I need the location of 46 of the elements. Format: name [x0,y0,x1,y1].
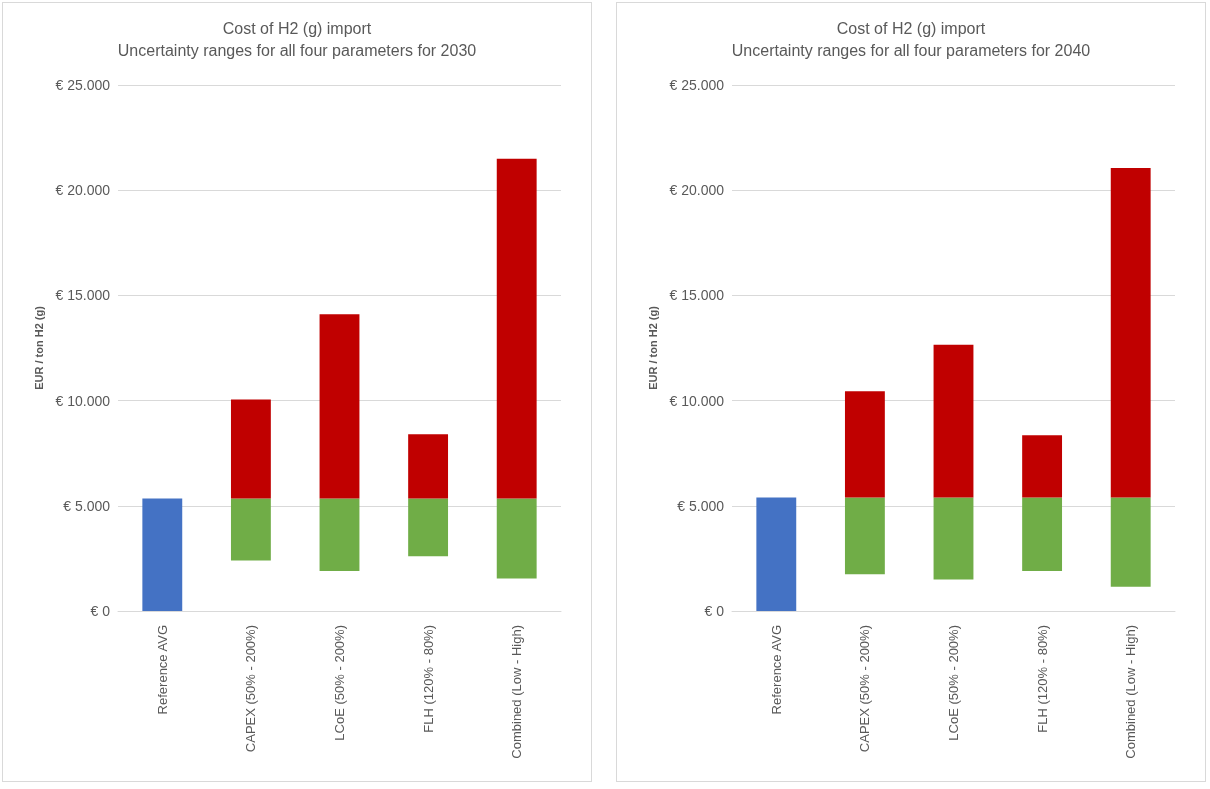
bar [844,497,885,575]
bar [496,498,537,579]
bar [408,434,449,499]
y-tick-label: € 20.000 [669,182,725,199]
chart-subtitle: Uncertainty ranges for all four parameters for 2040 [731,41,1091,59]
x-tick-label: LCoE (50% - 200%) [946,625,961,741]
y-tick-label: € 15.000 [55,287,111,304]
x-tick-label: FLH (120% - 80%) [420,625,436,733]
bar [1110,497,1151,587]
y-tick-label: € 25.000 [669,77,725,93]
chart-title: Cost of H2 (g) import [836,19,986,37]
bar [756,497,797,611]
bar [844,391,885,498]
bar [408,498,449,557]
x-tick-label: Combined (Low - High) [1123,625,1139,759]
x-tick-label: Reference AVG [768,625,784,715]
y-tick-label: € 0 [704,603,725,619]
y-tick-label: € 10.000 [669,392,725,409]
x-tick-label: CAPEX (50% - 200%) [857,625,873,753]
bar [1022,435,1063,498]
chart-title: Cost of H2 (g) import [222,19,372,37]
y-tick-label: € 5.000 [677,497,725,514]
x-tick-label: FLH (120% - 80%) [1034,625,1050,733]
bar [319,314,360,499]
y-axis-title: EUR / ton H2 (g) [647,305,660,390]
bar [142,498,183,611]
x-tick-label: LCoE (50% - 200%) [332,625,347,741]
y-axis-title: EUR / ton H2 (g) [33,305,46,390]
x-tick-label: Combined (Low - High) [509,625,525,759]
y-tick-label: € 0 [90,603,111,619]
x-tick-label: Reference AVG [154,625,170,715]
bar [319,498,360,572]
bar [1110,168,1151,498]
chart-subtitle: Uncertainty ranges for all four parameters for 2030 [117,41,477,59]
bar [230,498,271,561]
bar [1022,497,1063,572]
y-tick-label: € 10.000 [55,392,111,409]
bar [933,344,974,498]
bar [230,399,271,499]
y-tick-label: € 25.000 [55,77,111,93]
bar [496,158,537,499]
y-tick-label: € 20.000 [55,182,111,199]
bar [933,497,974,580]
y-tick-label: € 5.000 [63,497,111,514]
y-tick-label: € 15.000 [669,287,725,304]
x-tick-label: CAPEX (50% - 200%) [243,625,259,753]
